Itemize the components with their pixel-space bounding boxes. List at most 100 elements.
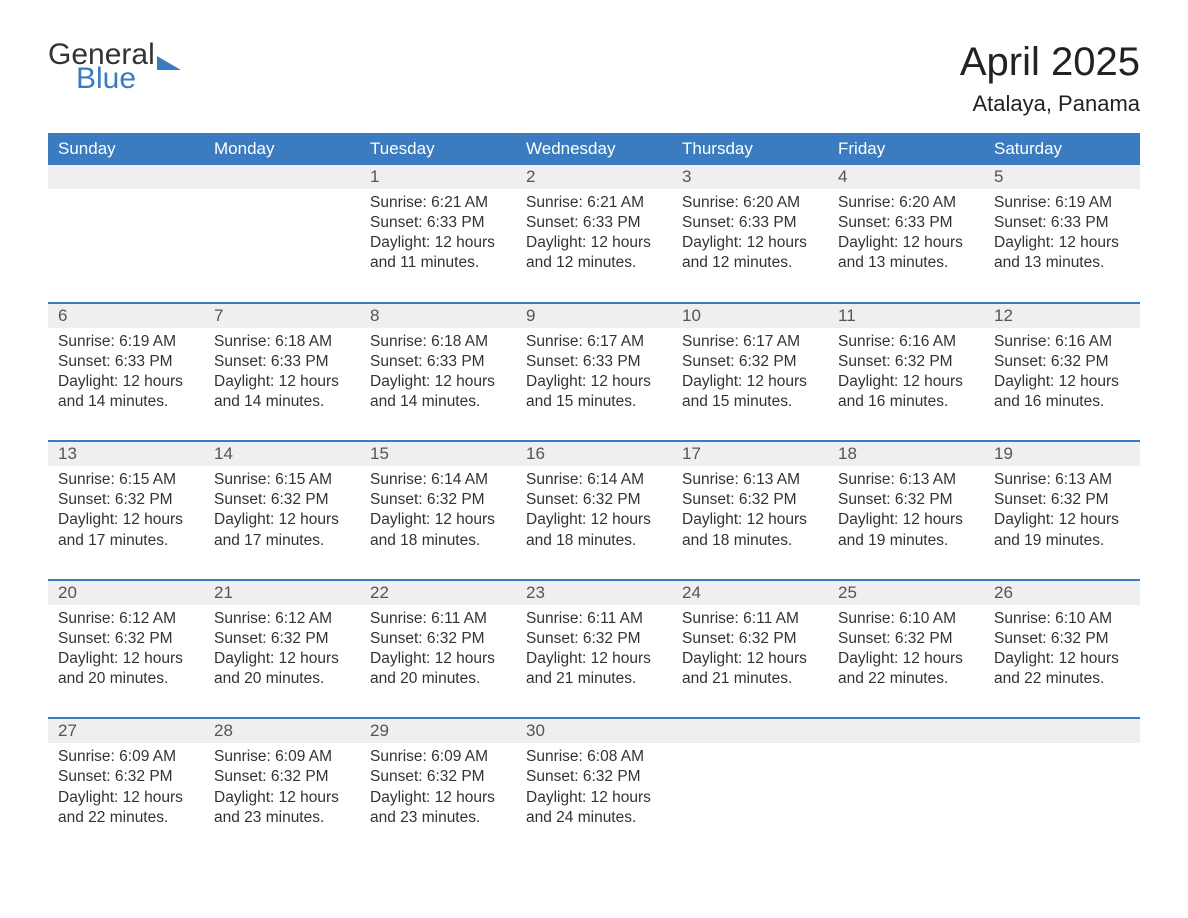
daylight-text: Daylight: 12 hours: [214, 372, 350, 392]
sunset-text: Sunset: 6:33 PM: [370, 352, 506, 372]
month-title: April 2025: [960, 40, 1140, 85]
sunset-text: Sunset: 6:33 PM: [526, 352, 662, 372]
sunset-text: Sunset: 6:33 PM: [58, 352, 194, 372]
day-number: 29: [360, 718, 516, 743]
daylight-text: Daylight: 12 hours: [526, 788, 662, 808]
day-number: 7: [204, 303, 360, 328]
sunset-text: Sunset: 6:32 PM: [370, 490, 506, 510]
sunrise-text: Sunrise: 6:09 AM: [370, 747, 506, 767]
day-cell: [984, 743, 1140, 856]
daylight-text: Daylight: 12 hours: [994, 649, 1130, 669]
daylight-text: Daylight: 12 hours: [682, 649, 818, 669]
sunrise-text: Sunrise: 6:12 AM: [214, 609, 350, 629]
daylight-text: and 13 minutes.: [994, 253, 1130, 273]
day-cell: Sunrise: 6:16 AMSunset: 6:32 PMDaylight:…: [984, 328, 1140, 442]
day-number: 3: [672, 165, 828, 189]
daylight-text: and 13 minutes.: [838, 253, 974, 273]
day-number: [828, 718, 984, 743]
day-number-row: 6789101112: [48, 303, 1140, 328]
daylight-text: and 21 minutes.: [682, 669, 818, 689]
sunset-text: Sunset: 6:33 PM: [526, 213, 662, 233]
sunrise-text: Sunrise: 6:17 AM: [682, 332, 818, 352]
sunset-text: Sunset: 6:32 PM: [214, 490, 350, 510]
sunrise-text: Sunrise: 6:21 AM: [370, 193, 506, 213]
sunset-text: Sunset: 6:33 PM: [370, 213, 506, 233]
daylight-text: and 14 minutes.: [370, 392, 506, 412]
sunset-text: Sunset: 6:32 PM: [58, 629, 194, 649]
day-cell: Sunrise: 6:11 AMSunset: 6:32 PMDaylight:…: [360, 605, 516, 719]
daylight-text: Daylight: 12 hours: [526, 233, 662, 253]
daylight-text: and 11 minutes.: [370, 253, 506, 273]
sunset-text: Sunset: 6:32 PM: [838, 629, 974, 649]
sunset-text: Sunset: 6:32 PM: [682, 629, 818, 649]
day-number: [204, 165, 360, 189]
day-number: 1: [360, 165, 516, 189]
daylight-text: Daylight: 12 hours: [994, 510, 1130, 530]
sunrise-text: Sunrise: 6:19 AM: [994, 193, 1130, 213]
daylight-text: and 20 minutes.: [214, 669, 350, 689]
daylight-text: and 20 minutes.: [370, 669, 506, 689]
daylight-text: Daylight: 12 hours: [214, 788, 350, 808]
day-number: 20: [48, 580, 204, 605]
day-number: 27: [48, 718, 204, 743]
logo-part2: Blue: [76, 64, 181, 94]
day-cell: Sunrise: 6:18 AMSunset: 6:33 PMDaylight:…: [360, 328, 516, 442]
sunrise-text: Sunrise: 6:18 AM: [370, 332, 506, 352]
daylight-text: Daylight: 12 hours: [370, 510, 506, 530]
daylight-text: Daylight: 12 hours: [994, 233, 1130, 253]
day-number: 28: [204, 718, 360, 743]
daylight-text: and 18 minutes.: [526, 531, 662, 551]
day-number: 22: [360, 580, 516, 605]
daylight-text: and 22 minutes.: [58, 808, 194, 828]
daylight-text: and 18 minutes.: [682, 531, 818, 551]
sunrise-text: Sunrise: 6:11 AM: [370, 609, 506, 629]
sunrise-text: Sunrise: 6:13 AM: [838, 470, 974, 490]
day-cell: Sunrise: 6:14 AMSunset: 6:32 PMDaylight:…: [516, 466, 672, 580]
day-number: 21: [204, 580, 360, 605]
weekday-header: Saturday: [984, 133, 1140, 165]
day-cell: Sunrise: 6:11 AMSunset: 6:32 PMDaylight:…: [672, 605, 828, 719]
day-cell: Sunrise: 6:17 AMSunset: 6:32 PMDaylight:…: [672, 328, 828, 442]
sunrise-text: Sunrise: 6:16 AM: [838, 332, 974, 352]
daylight-text: and 17 minutes.: [214, 531, 350, 551]
daylight-text: and 21 minutes.: [526, 669, 662, 689]
sunset-text: Sunset: 6:33 PM: [838, 213, 974, 233]
daylight-text: Daylight: 12 hours: [58, 372, 194, 392]
day-content-row: Sunrise: 6:09 AMSunset: 6:32 PMDaylight:…: [48, 743, 1140, 856]
day-cell: Sunrise: 6:12 AMSunset: 6:32 PMDaylight:…: [204, 605, 360, 719]
sunrise-text: Sunrise: 6:15 AM: [58, 470, 194, 490]
daylight-text: Daylight: 12 hours: [994, 372, 1130, 392]
header: General Blue April 2025 Atalaya, Panama: [48, 40, 1140, 117]
day-cell: Sunrise: 6:20 AMSunset: 6:33 PMDaylight:…: [672, 189, 828, 303]
sunrise-text: Sunrise: 6:14 AM: [370, 470, 506, 490]
daylight-text: Daylight: 12 hours: [838, 233, 974, 253]
day-cell: Sunrise: 6:14 AMSunset: 6:32 PMDaylight:…: [360, 466, 516, 580]
daylight-text: and 19 minutes.: [838, 531, 974, 551]
daylight-text: and 19 minutes.: [994, 531, 1130, 551]
daylight-text: and 24 minutes.: [526, 808, 662, 828]
sunrise-text: Sunrise: 6:16 AM: [994, 332, 1130, 352]
sunset-text: Sunset: 6:32 PM: [994, 352, 1130, 372]
day-number: 13: [48, 441, 204, 466]
daylight-text: Daylight: 12 hours: [58, 649, 194, 669]
day-cell: Sunrise: 6:15 AMSunset: 6:32 PMDaylight:…: [48, 466, 204, 580]
day-cell: Sunrise: 6:21 AMSunset: 6:33 PMDaylight:…: [360, 189, 516, 303]
sunset-text: Sunset: 6:32 PM: [58, 490, 194, 510]
day-cell: Sunrise: 6:13 AMSunset: 6:32 PMDaylight:…: [828, 466, 984, 580]
weekday-header: Wednesday: [516, 133, 672, 165]
day-cell: Sunrise: 6:10 AMSunset: 6:32 PMDaylight:…: [984, 605, 1140, 719]
day-number: [672, 718, 828, 743]
sunrise-text: Sunrise: 6:11 AM: [682, 609, 818, 629]
daylight-text: and 12 minutes.: [526, 253, 662, 273]
daylight-text: and 15 minutes.: [526, 392, 662, 412]
daylight-text: Daylight: 12 hours: [526, 510, 662, 530]
sunset-text: Sunset: 6:32 PM: [838, 490, 974, 510]
day-cell: Sunrise: 6:19 AMSunset: 6:33 PMDaylight:…: [48, 328, 204, 442]
day-number: 12: [984, 303, 1140, 328]
sunset-text: Sunset: 6:32 PM: [214, 767, 350, 787]
sunset-text: Sunset: 6:32 PM: [994, 490, 1130, 510]
sunset-text: Sunset: 6:32 PM: [526, 767, 662, 787]
day-cell: Sunrise: 6:16 AMSunset: 6:32 PMDaylight:…: [828, 328, 984, 442]
daylight-text: and 17 minutes.: [58, 531, 194, 551]
day-cell: Sunrise: 6:08 AMSunset: 6:32 PMDaylight:…: [516, 743, 672, 856]
